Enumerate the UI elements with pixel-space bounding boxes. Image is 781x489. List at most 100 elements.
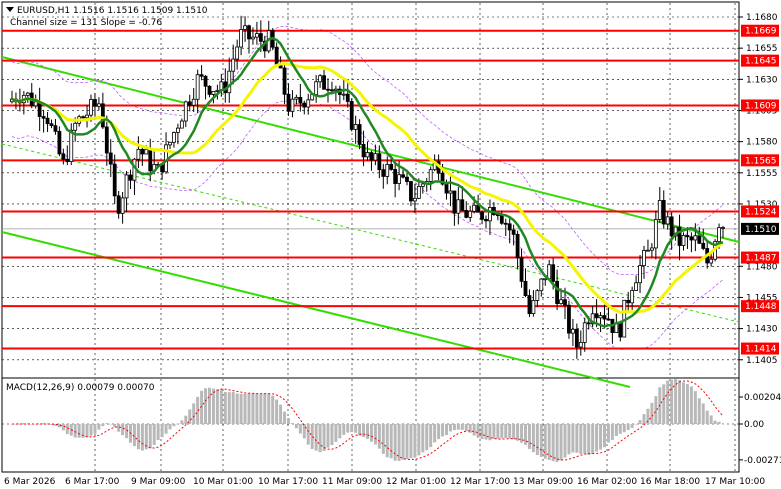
macd-tick-label: 0.00 [744, 420, 764, 430]
candle-body [428, 169, 433, 182]
macd-bar [527, 424, 531, 449]
price-tick-label: 1.1655 [746, 44, 778, 54]
macd-bar [140, 424, 144, 451]
triangle-down-icon[interactable] [6, 7, 14, 12]
macd-bar [595, 424, 599, 452]
macd-bar [279, 404, 283, 424]
macd-bar [468, 424, 472, 433]
level-tags: 1.16691.16451.16091.15651.15241.14871.14… [741, 24, 779, 355]
macd-bar [314, 424, 318, 451]
macd-label: MACD(12,26,9) 0.00079 0.00070 [6, 383, 155, 393]
macd-bar [219, 389, 223, 424]
current-price-tag [741, 222, 779, 235]
time-tick-label: 13 Mar 09:00 [513, 477, 573, 487]
channel-info: Channel size = 131 Slope = -0.76 [10, 18, 162, 28]
candle-body [120, 197, 125, 214]
level-tag-label: 1.1414 [745, 345, 777, 355]
candle-body [646, 249, 650, 252]
candle-body [527, 295, 532, 315]
candle-body [661, 200, 666, 225]
price-axis: 1.16801.16551.16301.16051.15801.15551.15… [739, 13, 778, 366]
macd-bar [30, 424, 34, 425]
candle-body [381, 169, 386, 177]
macd-bar [606, 424, 610, 443]
macd-bar [136, 424, 140, 450]
level-tag [741, 251, 779, 264]
macd-bar [520, 424, 524, 443]
macd-signal [12, 380, 724, 461]
candle-body [373, 153, 378, 161]
candle-body [578, 341, 583, 348]
macd-bar [65, 424, 69, 434]
candle-body [231, 58, 236, 72]
candle-body [69, 129, 74, 162]
candle-body [693, 235, 698, 241]
macd-bar [267, 393, 271, 424]
macd-bar [555, 424, 559, 462]
macd-bar [393, 424, 397, 461]
macd-bar [26, 424, 30, 425]
macd-bar [583, 424, 587, 454]
price-tick-label: 1.1405 [746, 356, 778, 366]
macd-bar [401, 424, 405, 460]
candle-body [630, 290, 635, 304]
macd-bar [682, 382, 685, 424]
price-tick-label: 1.1430 [746, 325, 778, 335]
time-tick-label: 12 Mar 17:00 [450, 477, 510, 487]
macd-bar [77, 424, 81, 438]
macd-bar [125, 424, 129, 439]
candle-body [464, 210, 469, 218]
macd-bar [172, 424, 176, 427]
candle-body [258, 33, 263, 42]
candle-body [345, 93, 350, 102]
candle-body [642, 249, 646, 267]
candle-body [401, 174, 405, 178]
macd-bar [38, 424, 42, 425]
macd-bar [563, 424, 567, 458]
macd-bar [231, 391, 235, 424]
macd-bar [117, 424, 121, 432]
candle-body [179, 120, 184, 129]
envelope-upper [11, 25, 724, 276]
macd-bar [512, 424, 516, 440]
price-tick-label: 1.1530 [746, 200, 778, 210]
macd-bar [148, 424, 152, 449]
candle-body [488, 207, 492, 222]
macd-bar [283, 411, 287, 424]
candle-body [539, 278, 544, 292]
macd-axis: 0.00204 0.00 -0.00271 [739, 393, 781, 466]
price-tick-label: 1.1555 [746, 169, 778, 179]
candle-body [420, 183, 425, 187]
candle-body [195, 74, 200, 100]
price-tick-label: 1.1630 [746, 75, 778, 85]
candle-body [590, 313, 595, 325]
candle-body [385, 164, 390, 177]
level-tag [741, 300, 779, 313]
level-tag [741, 154, 779, 167]
macd-bar [504, 424, 508, 438]
macd-bar [421, 424, 425, 453]
candle-body [235, 46, 240, 60]
candle-body [199, 74, 204, 77]
time-tick-label: 9 Mar 09:00 [131, 477, 186, 487]
candle-body [57, 130, 62, 155]
candle-body [140, 148, 145, 155]
candle-body [657, 200, 662, 220]
time-tick-label: 16 Mar 02:00 [577, 477, 637, 487]
candle-body [172, 132, 176, 143]
macd-bar [547, 424, 551, 460]
macd-bar [57, 424, 61, 428]
macd-tick-label: -0.00271 [744, 456, 781, 466]
macd-bar [259, 393, 263, 424]
candle-body [409, 181, 413, 202]
envelope-bands [11, 25, 724, 351]
candle-body [721, 227, 725, 229]
macd-bar [275, 399, 279, 424]
macd-bar [670, 379, 674, 424]
candle-body [571, 328, 575, 334]
candle-body [41, 116, 46, 119]
macd-bar [188, 409, 192, 424]
macd-bar [678, 380, 682, 424]
candle-body [298, 96, 303, 104]
